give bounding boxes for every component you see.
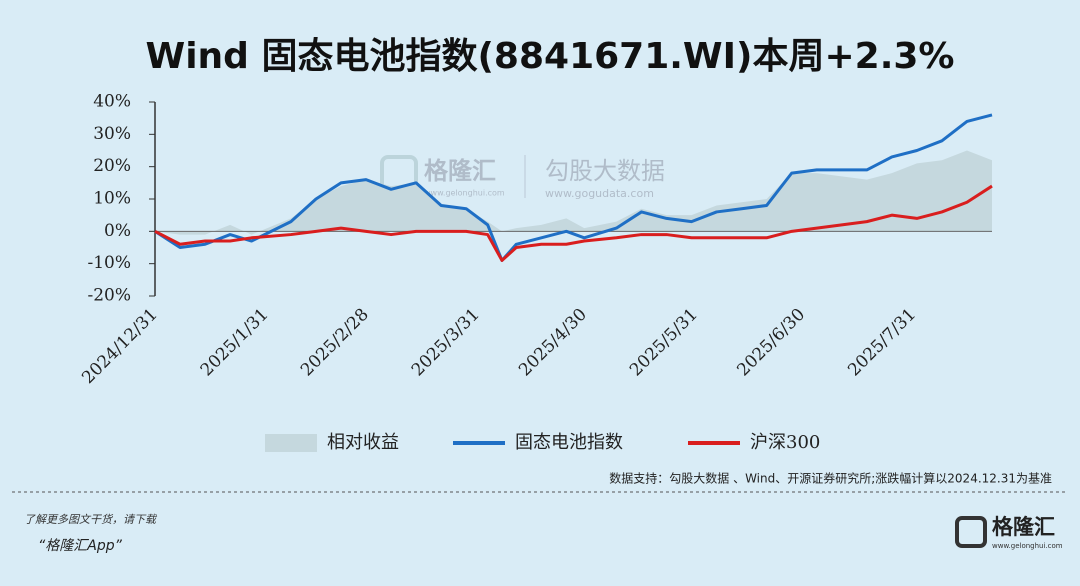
x-tick-label: 2025/7/31 bbox=[844, 305, 920, 381]
watermark-brand-url: www.gelonghui.com bbox=[424, 189, 505, 198]
legend-label: 相对收益 bbox=[327, 432, 399, 453]
watermark-brand: 格隆汇 bbox=[424, 157, 496, 185]
x-tick-label: 2025/2/28 bbox=[297, 305, 373, 381]
footer-text: 了解更多图文干货，请下载 bbox=[24, 513, 158, 526]
x-tick-label: 2025/4/30 bbox=[515, 305, 591, 381]
y-tick-label: -10% bbox=[87, 253, 131, 273]
line bbox=[154, 184, 993, 262]
chart-title: Wind 固态电池指数(8841671.WI)本周+2.3% bbox=[145, 36, 954, 77]
y-tick-label: 30% bbox=[93, 124, 131, 144]
logo-url: www.gelonghui.com bbox=[992, 542, 1063, 550]
footer-app: “格隆汇App” bbox=[38, 538, 123, 554]
y-tick-label: 40% bbox=[93, 92, 131, 112]
source-note: 数据支持：勾股大数据 、Wind、开源证券研究所;涨跌幅计算以2024.12.3… bbox=[609, 471, 1052, 486]
watermark-data-url: www.gogudata.com bbox=[545, 187, 654, 200]
y-tick-label: 0% bbox=[104, 221, 131, 241]
area bbox=[155, 150, 992, 235]
legend-label: 固态电池指数 bbox=[515, 432, 623, 453]
watermark: 格隆汇 www.gelonghui.com 勾股大数据 www.gogudata… bbox=[380, 155, 665, 200]
line bbox=[154, 113, 993, 262]
watermark-data: 勾股大数据 bbox=[545, 157, 665, 185]
logo-text: 格隆汇 bbox=[992, 515, 1055, 539]
logo-icon bbox=[955, 516, 987, 548]
legend-label: 沪深300 bbox=[750, 432, 820, 453]
x-tick-label: 2025/6/30 bbox=[733, 305, 809, 381]
y-tick-label: 20% bbox=[93, 156, 131, 176]
legend-swatch bbox=[265, 434, 317, 452]
x-tick-label: 2025/1/31 bbox=[197, 305, 273, 381]
y-tick-label: 10% bbox=[93, 189, 131, 209]
x-tick-label: 2025/5/31 bbox=[626, 305, 702, 381]
y-tick-label: -20% bbox=[87, 286, 131, 306]
x-tick-label: 2024/12/31 bbox=[78, 305, 161, 388]
x-tick-label: 2025/3/31 bbox=[408, 305, 484, 381]
